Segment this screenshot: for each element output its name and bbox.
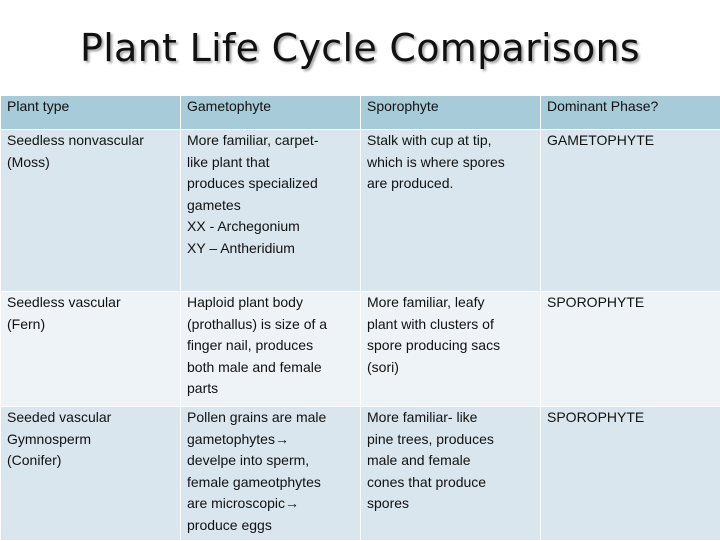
cell-dominant-phase: GAMETOPHYTE [541, 130, 720, 292]
cell-line: XY – Antheridium [187, 238, 354, 260]
cell-line: parts [187, 378, 354, 400]
cell-line: (Moss) [7, 152, 174, 174]
cell-line: are microscopic→ [187, 493, 354, 515]
table-row-conifer: Seeded vascular Gymnosperm (Conifer) Pol… [1, 407, 720, 541]
cell-line: Haploid plant body [187, 292, 354, 314]
cell-line: female gameotphytes [187, 472, 354, 494]
cell-sporophyte: Stalk with cup at tip, which is where sp… [361, 130, 541, 292]
cell-line: XX - Archegonium [187, 216, 354, 238]
cell-line: produce eggs [187, 515, 354, 537]
cell-line: Seeded vascular [7, 407, 174, 429]
cell-line: plant with clusters of [367, 314, 534, 336]
header-gametophyte: Gametophyte [181, 96, 361, 130]
cell-line: cones that produce [367, 472, 534, 494]
cell-line: (prothallus) is size of a [187, 314, 354, 336]
cell-line: pine trees, produces [367, 429, 534, 451]
cell-plant-type: Seedless nonvascular (Moss) [1, 130, 181, 292]
table-row-fern: Seedless vascular (Fern) Haploid plant b… [1, 292, 720, 407]
cell-dominant-phase: SPOROPHYTE [541, 292, 720, 407]
cell-line: (Fern) [7, 314, 174, 336]
cell-line: spore producing sacs [367, 335, 534, 357]
cell-line: spores [367, 493, 534, 515]
cell-line: Seedless nonvascular [7, 130, 174, 152]
cell-line: (Conifer) [7, 450, 174, 472]
cell-line: gametophytes→ [187, 429, 354, 451]
cell-line: develpe into sperm, [187, 450, 354, 472]
cell-gametophyte: More familiar, carpet- like plant that p… [181, 130, 361, 292]
table-row-moss: Seedless nonvascular (Moss) More familia… [1, 130, 720, 292]
cell-line: (sori) [367, 357, 534, 379]
cell-line: are produced. [367, 173, 534, 195]
cell-gametophyte: Pollen grains are male gametophytes→ dev… [181, 407, 361, 541]
cell-line: Stalk with cup at tip, [367, 130, 534, 152]
cell-line: Gymnosperm [7, 429, 174, 451]
cell-line: produces specialized [187, 173, 354, 195]
cell-plant-type: Seeded vascular Gymnosperm (Conifer) [1, 407, 181, 541]
cell-sporophyte: More familiar, leafy plant with clusters… [361, 292, 541, 407]
cell-line: SPOROPHYTE [547, 292, 714, 314]
header-sporophyte: Sporophyte [361, 96, 541, 130]
cell-gametophyte: Haploid plant body (prothallus) is size … [181, 292, 361, 407]
cell-line: which is where spores [367, 152, 534, 174]
cell-line: More familiar, carpet- [187, 130, 354, 152]
cell-line: finger nail, produces [187, 335, 354, 357]
cell-line: More familiar- like [367, 407, 534, 429]
table-header-row: Plant type Gametophyte Sporophyte Domina… [1, 96, 720, 130]
cell-line: More familiar, leafy [367, 292, 534, 314]
cell-line: Seedless vascular [7, 292, 174, 314]
cell-line: GAMETOPHYTE [547, 130, 714, 152]
cell-line: male and female [367, 450, 534, 472]
comparison-table: Plant type Gametophyte Sporophyte Domina… [0, 95, 720, 541]
cell-dominant-phase: SPOROPHYTE [541, 407, 720, 541]
cell-plant-type: Seedless vascular (Fern) [1, 292, 181, 407]
cell-line: both male and female [187, 357, 354, 379]
cell-line: SPOROPHYTE [547, 407, 714, 429]
header-dominant-phase: Dominant Phase? [541, 96, 720, 130]
cell-sporophyte: More familiar- like pine trees, produces… [361, 407, 541, 541]
cell-line: Pollen grains are male [187, 407, 354, 429]
cell-line: like plant that [187, 152, 354, 174]
header-plant-type: Plant type [1, 96, 181, 130]
page-title: Plant Life Cycle Comparisons [0, 26, 720, 70]
cell-line: gametes [187, 195, 354, 217]
